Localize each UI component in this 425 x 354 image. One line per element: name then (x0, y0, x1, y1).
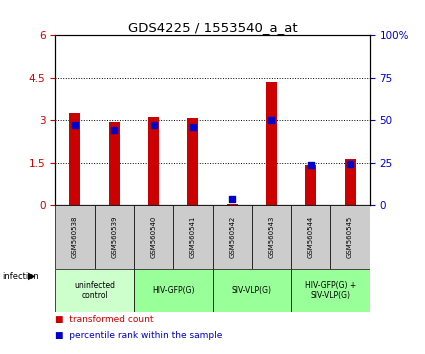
Bar (69, 113, 80, 205)
Bar (55, 205, 94, 269)
Bar (187, 118, 198, 205)
Text: ▶: ▶ (28, 271, 35, 281)
Bar (331, 205, 370, 269)
Bar (212, 205, 252, 269)
Bar (134, 205, 173, 269)
Bar (148, 117, 159, 205)
Bar (134, 269, 212, 312)
Text: GSM560541: GSM560541 (190, 216, 196, 258)
Text: GSM560539: GSM560539 (111, 216, 117, 258)
Bar (291, 269, 370, 312)
Text: HIV-GFP(G): HIV-GFP(G) (152, 286, 194, 295)
Bar (173, 205, 212, 269)
Text: ■  transformed count: ■ transformed count (55, 315, 154, 324)
Bar (212, 269, 291, 312)
Text: SIV-VLP(G): SIV-VLP(G) (232, 286, 272, 295)
Text: GSM560542: GSM560542 (229, 216, 235, 258)
Bar (345, 159, 356, 205)
Bar (266, 82, 277, 205)
Point (268, 117, 275, 122)
Bar (109, 122, 120, 205)
Text: HIV-GFP(G) +
SIV-VLP(G): HIV-GFP(G) + SIV-VLP(G) (305, 281, 356, 300)
Bar (227, 204, 238, 205)
Point (71, 122, 78, 127)
Title: GDS4225 / 1553540_a_at: GDS4225 / 1553540_a_at (128, 21, 298, 34)
Text: uninfected
control: uninfected control (74, 281, 115, 300)
Text: GSM560544: GSM560544 (308, 216, 314, 258)
Point (307, 162, 314, 168)
Bar (291, 205, 331, 269)
Point (347, 161, 354, 167)
Text: GSM560540: GSM560540 (150, 216, 156, 258)
Bar (94, 205, 134, 269)
Point (111, 127, 118, 133)
Point (150, 122, 157, 127)
Text: GSM560545: GSM560545 (347, 216, 353, 258)
Text: GSM560538: GSM560538 (72, 216, 78, 258)
Bar (252, 205, 291, 269)
Bar (305, 165, 316, 205)
Bar (55, 269, 134, 312)
Text: infection: infection (2, 272, 39, 281)
Text: GSM560543: GSM560543 (269, 216, 275, 258)
Text: ■  percentile rank within the sample: ■ percentile rank within the sample (55, 331, 223, 340)
Point (190, 125, 196, 130)
Point (229, 196, 235, 202)
